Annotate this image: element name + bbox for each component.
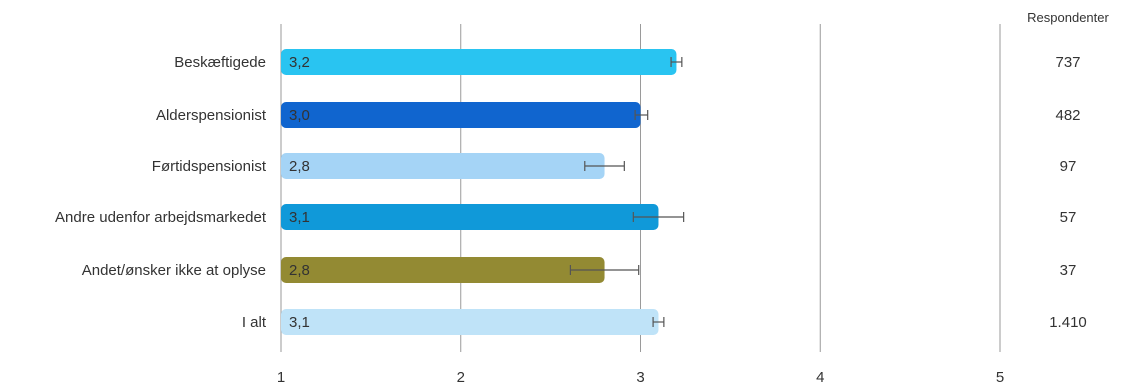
category-label-5: I alt [242, 314, 267, 331]
respondents-count-4: 37 [1060, 262, 1077, 279]
data-label-5: 3,1 [289, 314, 310, 331]
x-tick-label-1: 1 [277, 369, 285, 386]
x-tick-label-5: 5 [996, 369, 1004, 386]
data-label-4: 2,8 [289, 262, 310, 279]
respondents-count-0: 737 [1055, 54, 1080, 71]
x-tick-label-4: 4 [816, 369, 824, 386]
respondents-count-1: 482 [1055, 107, 1080, 124]
respondents-header: Respondenter [1027, 10, 1109, 25]
data-label-3: 3,1 [289, 209, 310, 226]
respondents-count-2: 97 [1060, 158, 1077, 175]
data-label-0: 3,2 [289, 54, 310, 71]
bar-1 [281, 102, 641, 128]
data-label-1: 3,0 [289, 107, 310, 124]
category-label-2: Førtidspensionist [152, 158, 267, 175]
data-label-2: 2,8 [289, 158, 310, 175]
x-tick-label-3: 3 [636, 369, 644, 386]
category-label-4: Andet/ønsker ikke at oplyse [82, 262, 266, 279]
respondents-count-5: 1.410 [1049, 314, 1087, 331]
category-label-3: Andre udenfor arbejdsmarkedet [55, 209, 267, 226]
bar-0 [281, 49, 677, 75]
bar-3 [281, 204, 659, 230]
category-label-1: Alderspensionist [156, 107, 267, 124]
respondents-count-3: 57 [1060, 209, 1077, 226]
bar-5 [281, 309, 659, 335]
category-label-0: Beskæftigede [174, 54, 266, 71]
bar-4 [281, 257, 605, 283]
bar-2 [281, 153, 605, 179]
x-tick-label-2: 2 [457, 369, 465, 386]
